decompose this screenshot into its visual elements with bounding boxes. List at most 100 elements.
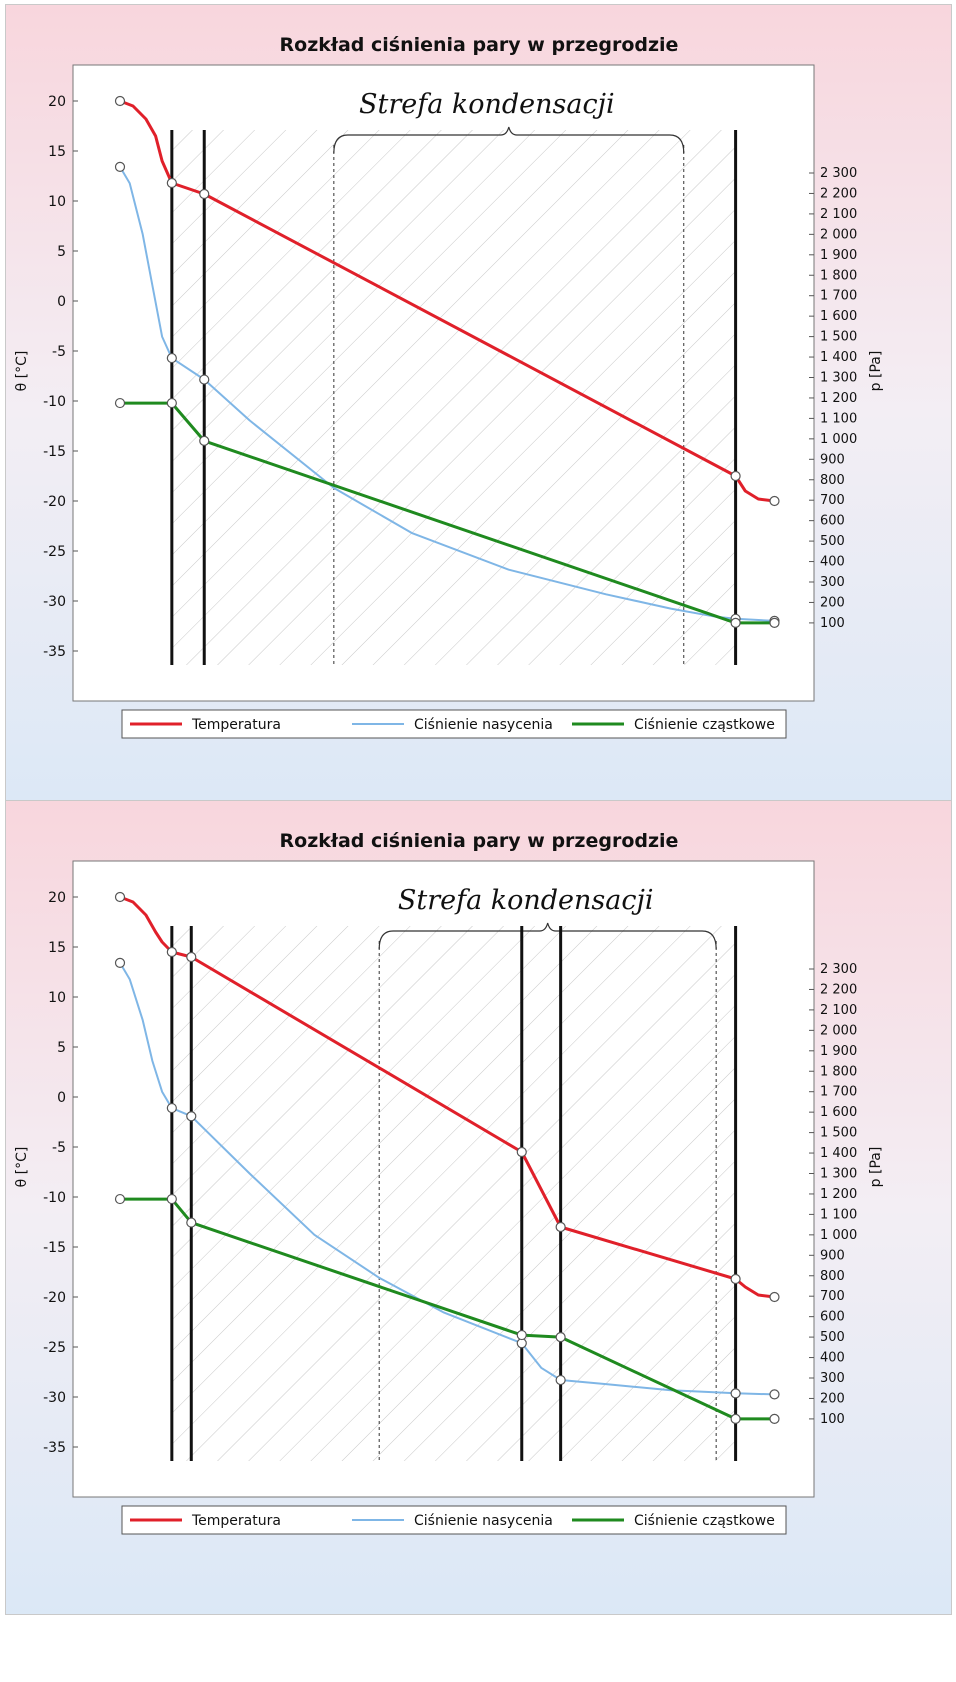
chart-title: Rozkład ciśnienia pary w przegrodzie bbox=[280, 830, 679, 852]
partial-point bbox=[769, 1413, 780, 1425]
temperature-point bbox=[555, 1221, 566, 1233]
y2-tick-label: 2 000 bbox=[820, 227, 857, 242]
temperature-point bbox=[166, 946, 177, 958]
y2-tick-label: 1 900 bbox=[820, 1044, 857, 1059]
y2-tick-label: 300 bbox=[820, 575, 845, 590]
chart-2: Rozkład ciśnienia pary w przegrodzie 20 15… bbox=[14, 830, 884, 1535]
y2-tick-label: 800 bbox=[820, 1269, 845, 1284]
y2-axis-label: p [Pa] bbox=[868, 1147, 884, 1188]
y2-tick-label: 100 bbox=[820, 616, 845, 631]
saturation-point bbox=[186, 1111, 197, 1122]
y-tick-label: -30 bbox=[43, 1390, 66, 1406]
condensation-zone-label: Strefa kondensacji bbox=[398, 885, 654, 916]
y-tick-label: 10 bbox=[48, 990, 66, 1006]
partial-point bbox=[114, 1193, 126, 1205]
chart-1: Rozkład ciśnienia pary w przegrodzie 20 15… bbox=[14, 34, 884, 739]
y2-tick-label: 1 600 bbox=[820, 309, 857, 324]
y2-tick-label: 1 200 bbox=[820, 391, 857, 406]
y2-tick-label: 1 500 bbox=[820, 330, 857, 345]
y2-tick-label: 2 200 bbox=[820, 982, 857, 997]
y2-tick-label: 500 bbox=[820, 534, 845, 549]
partial-point bbox=[166, 1193, 177, 1205]
y2-tick-label: 400 bbox=[820, 555, 845, 570]
y2-tick-label: 1 300 bbox=[820, 371, 857, 386]
y2-tick-label: 2 300 bbox=[820, 166, 857, 181]
y2-tick-label: 2 100 bbox=[820, 1003, 857, 1018]
y2-tick-label: 2 300 bbox=[820, 962, 857, 977]
y-tick-label: 20 bbox=[48, 94, 66, 110]
y-tick-label: -25 bbox=[43, 1340, 66, 1356]
y2-tick-label: 1 800 bbox=[820, 1064, 857, 1079]
y-tick-label: -10 bbox=[43, 1190, 66, 1206]
y2-tick-label: 1 800 bbox=[820, 268, 857, 283]
legend-label-temperature: Temperatura bbox=[191, 717, 281, 733]
temperature-point bbox=[199, 188, 210, 200]
partial-point bbox=[186, 1217, 197, 1228]
chart-panel-2: Rozkład ciśnienia pary w przegrodzie 20 15… bbox=[5, 800, 952, 1615]
y2-tick-label: 1 100 bbox=[820, 1207, 857, 1222]
temperature-point bbox=[516, 1146, 527, 1158]
saturation-point bbox=[730, 1388, 741, 1399]
temperature-point bbox=[114, 95, 126, 107]
y2-tick-label: 1 000 bbox=[820, 432, 857, 447]
saturation-point bbox=[769, 1389, 780, 1400]
temperature-point bbox=[769, 495, 780, 507]
temperature-point bbox=[186, 951, 197, 963]
y-tick-label: -15 bbox=[43, 1240, 66, 1256]
y2-tick-label: 900 bbox=[820, 452, 845, 467]
saturation-point bbox=[166, 1102, 177, 1114]
condensation-zone-label: Strefa kondensacji bbox=[359, 89, 615, 120]
legend-label-temperature: Temperatura bbox=[191, 1513, 281, 1529]
y2-tick-label: 1 000 bbox=[820, 1228, 857, 1243]
y2-tick-label: 1 100 bbox=[820, 411, 857, 426]
legend-label-saturation: Ciśnienie nasycenia bbox=[414, 1513, 553, 1529]
legend-label-partial: Ciśnienie cząstkowe bbox=[634, 1513, 775, 1529]
y2-tick-label: 200 bbox=[820, 1391, 845, 1406]
partial-point bbox=[516, 1329, 527, 1341]
y-axis-label: θ [°C] bbox=[14, 1147, 30, 1188]
temperature-point bbox=[730, 1273, 741, 1285]
temperature-point bbox=[769, 1291, 780, 1303]
saturation-series-line bbox=[119, 166, 775, 622]
wall-hatch bbox=[171, 926, 736, 1461]
legend-label-partial: Ciśnienie cząstkowe bbox=[634, 717, 775, 733]
saturation-point bbox=[166, 352, 177, 364]
temperature-point bbox=[114, 891, 126, 903]
y-tick-label: -15 bbox=[43, 444, 66, 460]
y-tick-label: -35 bbox=[43, 1440, 66, 1456]
y2-tick-label: 300 bbox=[820, 1371, 845, 1386]
temperature-point bbox=[730, 470, 741, 482]
y2-tick-label: 700 bbox=[820, 493, 845, 508]
y-tick-label: -20 bbox=[43, 1290, 66, 1306]
y-tick-label: 5 bbox=[57, 244, 66, 260]
saturation-point bbox=[114, 957, 126, 968]
y-tick-label: 5 bbox=[57, 1040, 66, 1056]
y2-tick-label: 700 bbox=[820, 1289, 845, 1304]
y2-tick-label: 1 700 bbox=[820, 289, 857, 304]
y-axis-label: θ [°C] bbox=[14, 351, 30, 392]
partial-point bbox=[555, 1331, 566, 1343]
condensation-brace bbox=[333, 126, 685, 154]
y2-tick-label: 600 bbox=[820, 1310, 845, 1325]
y2-tick-label: 1 400 bbox=[820, 1146, 857, 1161]
wall-hatch bbox=[171, 130, 736, 665]
partial-point bbox=[114, 397, 126, 409]
y-tick-label: 15 bbox=[48, 940, 66, 956]
y2-tick-label: 500 bbox=[820, 1330, 845, 1345]
y2-tick-label: 2 000 bbox=[820, 1023, 857, 1038]
legend-box bbox=[121, 1505, 787, 1535]
y-tick-label: -25 bbox=[43, 544, 66, 560]
y2-tick-label: 1 900 bbox=[820, 248, 857, 263]
y-tick-label: -5 bbox=[52, 1140, 66, 1156]
saturation-point bbox=[199, 374, 210, 385]
chart-title: Rozkład ciśnienia pary w przegrodzie bbox=[280, 34, 679, 56]
y2-tick-label: 1 200 bbox=[820, 1187, 857, 1202]
saturation-series-line bbox=[119, 962, 775, 1396]
y-tick-label: 20 bbox=[48, 890, 66, 906]
y2-axis-label: p [Pa] bbox=[868, 351, 884, 392]
partial-point bbox=[769, 617, 780, 629]
y-tick-label: 15 bbox=[48, 144, 66, 160]
saturation-point bbox=[114, 161, 126, 172]
y2-tick-label: 2 100 bbox=[820, 207, 857, 222]
y-tick-label: 0 bbox=[57, 294, 66, 310]
